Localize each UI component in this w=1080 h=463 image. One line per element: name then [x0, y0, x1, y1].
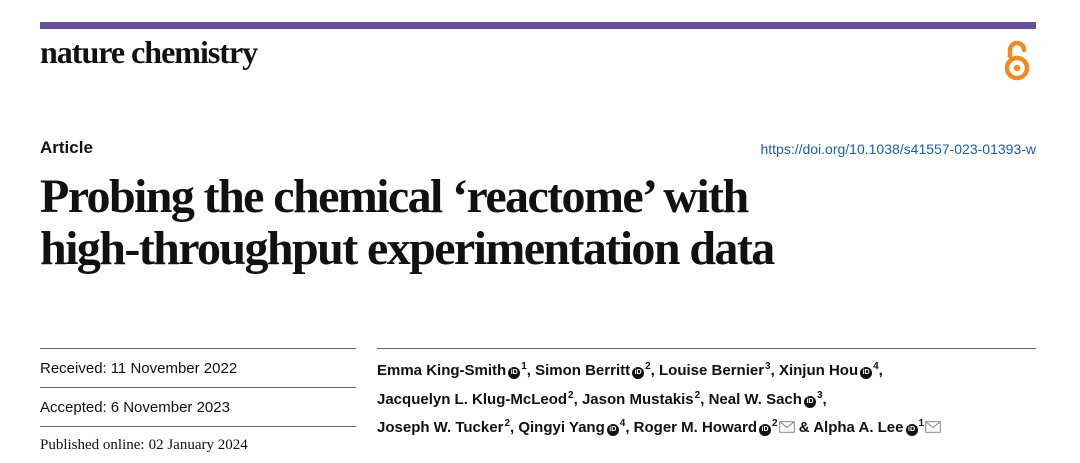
accepted-value: 6 November 2023 [110, 398, 230, 416]
author-name[interactable]: Joseph W. Tucker [377, 419, 504, 436]
mail-icon[interactable] [778, 421, 795, 433]
title-line-1: Probing the chemical ‘reactome’ with [40, 170, 749, 223]
author-separator: & [794, 419, 810, 436]
orcid-icon[interactable]: iD [632, 367, 645, 379]
author-name[interactable]: Qingyi Yang [518, 419, 605, 436]
author-simon-berritt[interactable]: Simon Berritt iD2, [535, 361, 655, 379]
author-jason-mustakis[interactable]: Jason Mustakis2, [581, 389, 705, 408]
author-separator: , [526, 362, 531, 379]
author-name[interactable]: Emma King-Smith [377, 362, 507, 379]
author-separator: , [625, 419, 630, 436]
author-qingyi-yang[interactable]: Qingyi Yang iD4, [518, 418, 630, 436]
published-value: 02 January 2024 [148, 436, 248, 453]
author-list: Emma King-Smith iD1, Simon Berritt iD2, Lo… [377, 348, 1036, 441]
author-separator: , [573, 390, 578, 408]
affiliation-number[interactable]: 2 [694, 389, 701, 401]
affiliation-number[interactable]: 4 [873, 361, 879, 372]
author-name[interactable]: Louise Bernier [659, 362, 765, 379]
author-separator: , [510, 419, 515, 436]
received-label: Received: [40, 359, 107, 377]
title-line-2: high-throughput experimentation data [40, 222, 775, 275]
orcid-icon[interactable]: iD [759, 424, 772, 436]
author-name[interactable]: Simon Berritt [535, 362, 631, 379]
mail-icon[interactable] [925, 421, 941, 433]
dates-panel: Received: 11 November 2022 Accepted: 6 N… [40, 348, 356, 463]
journal-accent-bar [40, 22, 1036, 29]
doi-link[interactable]: https://doi.org/10.1038/s41557-023-01393… [760, 141, 1036, 157]
article-title: Probing the chemical ‘reactome’ with hig… [40, 171, 1040, 275]
affiliation-number[interactable]: 2 [772, 418, 778, 429]
affiliation-number[interactable]: 4 [619, 418, 626, 429]
author-name[interactable]: Roger M. Howard [633, 419, 758, 436]
author-name[interactable]: Alpha A. Lee [813, 419, 904, 436]
author-xinjun-hou[interactable]: Xinjun Hou iD4, [778, 361, 883, 379]
affiliation-number[interactable]: 1 [918, 418, 925, 429]
author-name[interactable]: Jason Mustakis [581, 390, 694, 408]
author-name[interactable]: Neal W. Sach [708, 390, 802, 408]
author-name[interactable]: Jacquelyn L. Klug-McLeod [377, 390, 568, 408]
orcid-icon[interactable]: iD [803, 395, 816, 408]
author-joseph-w-tucker[interactable]: Joseph W. Tucker2, [377, 418, 515, 436]
author-separator: , [650, 362, 655, 379]
affiliation-number[interactable]: 3 [816, 389, 823, 401]
author-alpha-a-lee[interactable]: Alpha A. Lee iD1 [813, 418, 941, 436]
orcid-icon[interactable]: iD [860, 367, 873, 379]
published-date: Published online: 02 January 2024 [40, 426, 356, 463]
accepted-date: Accepted: 6 November 2023 [40, 387, 356, 426]
article-type: Article [40, 138, 93, 157]
orcid-icon[interactable]: iD [606, 424, 619, 436]
orcid-icon[interactable]: iD [508, 367, 521, 379]
open-access-icon [1004, 40, 1030, 81]
author-jacquelyn-l-klug-mcleod[interactable]: Jacquelyn L. Klug-McLeod2, [377, 389, 578, 408]
orcid-icon[interactable]: iD [905, 424, 918, 436]
author-roger-m-howard[interactable]: Roger M. Howard iD2 & [633, 418, 810, 436]
affiliation-number[interactable]: 1 [521, 361, 527, 372]
author-emma-king-smith[interactable]: Emma King-Smith iD1, [377, 361, 531, 379]
author-separator: , [770, 362, 775, 379]
author-name[interactable]: Xinjun Hou [778, 362, 859, 379]
author-separator: , [822, 390, 827, 408]
published-label: Published online: [40, 436, 145, 453]
author-separator: , [700, 390, 705, 408]
journal-name[interactable]: nature chemistry [40, 34, 258, 70]
accepted-label: Accepted: [40, 398, 107, 416]
received-value: 11 November 2022 [110, 359, 238, 377]
author-separator: , [878, 362, 883, 379]
author-louise-bernier[interactable]: Louise Bernier3, [659, 361, 775, 379]
affiliation-number[interactable]: 2 [504, 418, 510, 429]
received-date: Received: 11 November 2022 [40, 348, 356, 387]
affiliation-number[interactable]: 2 [645, 361, 651, 372]
author-neal-w-sach[interactable]: Neal W. Sach iD3, [708, 389, 827, 408]
affiliation-number[interactable]: 3 [765, 361, 771, 372]
affiliation-number[interactable]: 2 [568, 389, 574, 401]
